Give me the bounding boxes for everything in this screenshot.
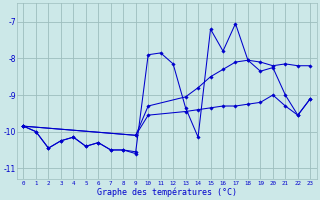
X-axis label: Graphe des températures (°C): Graphe des températures (°C) — [97, 187, 237, 197]
